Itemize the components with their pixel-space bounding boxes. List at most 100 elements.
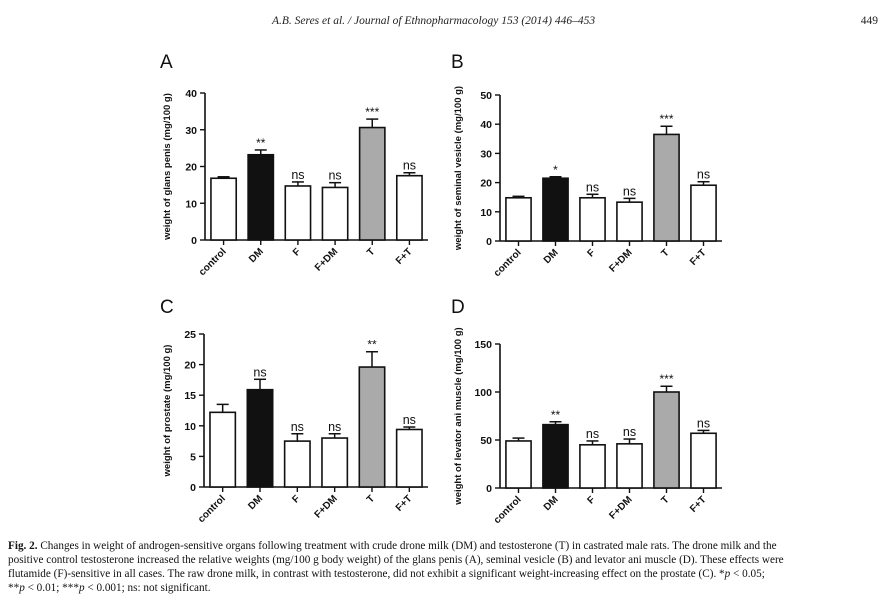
y-tick-label: 30	[480, 148, 492, 160]
panel-letter: C	[160, 297, 174, 318]
bar-control	[505, 440, 532, 489]
caption-line-1: Fig. 2. Changes in weight of androgen-se…	[8, 539, 884, 553]
caption-text-3: flutamide (F)-sensitive in all cases. Th…	[8, 568, 725, 580]
significance-label: ns	[403, 159, 416, 173]
caption-p-symbol: p	[724, 568, 731, 580]
x-tick-label: F+DM	[313, 493, 340, 520]
caption-text-4b: < 0.01; ***	[24, 582, 79, 594]
significance-label: **	[256, 136, 266, 150]
x-tick-label: DM	[542, 247, 561, 266]
x-tick-label: T	[660, 494, 672, 506]
x-tick-label: DM	[247, 246, 266, 265]
significance-label: ns	[403, 413, 416, 427]
caption-text-1: Changes in weight of androgen-sensitive …	[40, 540, 777, 552]
bar-t	[358, 366, 386, 488]
significance-label: ns	[291, 168, 304, 182]
y-tick-label: 20	[184, 360, 196, 372]
y-tick-label: 0	[191, 235, 197, 247]
bar-f	[579, 196, 606, 242]
bar-t	[358, 126, 386, 241]
x-tick-label: control	[196, 493, 228, 525]
bar-dm	[542, 423, 569, 489]
x-tick-label: T	[365, 246, 377, 258]
bar-f	[579, 443, 606, 489]
x-tick-label: F+T	[688, 247, 709, 268]
y-tick-label: 10	[184, 421, 196, 433]
bar-t	[653, 133, 680, 242]
bar-dm	[542, 177, 569, 242]
x-tick-label: F+DM	[607, 494, 634, 521]
x-tick-label: F	[291, 246, 303, 258]
bar-control	[505, 196, 532, 242]
caption-line-2: positive control testosterone increased …	[8, 553, 884, 567]
y-tick-label: 25	[184, 329, 196, 341]
caption-line-4: **p < 0.01; ***p < 0.001; ns: not signif…	[8, 581, 884, 595]
bar-f	[283, 440, 311, 488]
y-axis-label: weight of glans penis (mg/100 g)	[162, 93, 173, 241]
y-tick-label: 0	[190, 482, 196, 494]
bar-f-plus-t	[395, 428, 423, 488]
y-axis-label: weight of seminal vesicle (mg/100 g)	[453, 86, 464, 251]
x-tick-label: DM	[246, 493, 265, 512]
bar-f-plus-dm	[321, 186, 349, 241]
significance-label: *	[553, 163, 558, 177]
bar-f	[284, 185, 312, 241]
x-tick-label: F+T	[688, 494, 709, 515]
significance-label: ns	[586, 427, 599, 441]
x-tick-label: F	[586, 247, 598, 259]
y-tick-label: 0	[486, 236, 492, 248]
y-tick-label: 50	[480, 435, 492, 447]
significance-label: **	[551, 408, 561, 422]
x-tick-label: F+T	[394, 493, 415, 514]
y-tick-label: 20	[185, 162, 197, 174]
caption-label: Fig. 2.	[8, 540, 38, 552]
y-tick-label: 50	[480, 90, 492, 102]
bar-control	[210, 177, 238, 241]
bar-f-plus-dm	[616, 443, 643, 489]
significance-label: ns	[586, 180, 599, 194]
bar-dm	[247, 153, 275, 241]
bar-f-plus-t	[690, 432, 717, 489]
x-tick-label: control	[492, 494, 524, 526]
x-tick-label: F	[586, 494, 598, 506]
y-tick-label: 10	[185, 198, 197, 210]
bar-t	[653, 391, 680, 489]
figure-caption: Fig. 2. Changes in weight of androgen-se…	[8, 539, 884, 595]
significance-label: ns	[623, 425, 636, 439]
bar-f-plus-dm	[321, 437, 349, 488]
x-tick-label: F	[290, 493, 302, 505]
significance-label: ns	[291, 420, 304, 434]
y-axis-label: weight of prostate (mg/100 g)	[162, 345, 173, 478]
panel-letter: B	[451, 52, 464, 73]
x-tick-label: F+DM	[313, 246, 340, 273]
significance-label: **	[367, 338, 377, 352]
y-tick-label: 5	[190, 451, 196, 463]
page-number: 449	[860, 15, 878, 27]
caption-p-symbol: p	[78, 582, 85, 594]
x-tick-label: control	[197, 246, 229, 278]
x-tick-label: F+T	[394, 246, 415, 267]
significance-label: ns	[253, 365, 266, 379]
y-tick-label: 150	[474, 339, 492, 351]
y-tick-label: 40	[480, 119, 492, 131]
x-tick-label: T	[365, 493, 377, 505]
y-tick-label: 10	[480, 207, 492, 219]
x-tick-label: T	[660, 247, 672, 259]
significance-label: ns	[328, 420, 341, 434]
x-tick-label: F+DM	[607, 247, 634, 274]
caption-text-4c: < 0.001; ns: not significant.	[84, 582, 211, 594]
caption-text-2: positive control testosterone increased …	[8, 554, 784, 566]
y-tick-label: 0	[486, 483, 492, 495]
caption-line-3: flutamide (F)-sensitive in all cases. Th…	[8, 567, 884, 581]
bar-f-plus-t	[690, 184, 717, 242]
significance-label: ns	[328, 169, 341, 183]
x-tick-label: control	[492, 247, 524, 279]
significance-label: ns	[697, 416, 710, 430]
bar-dm	[246, 388, 274, 488]
significance-label: ns	[697, 168, 710, 182]
